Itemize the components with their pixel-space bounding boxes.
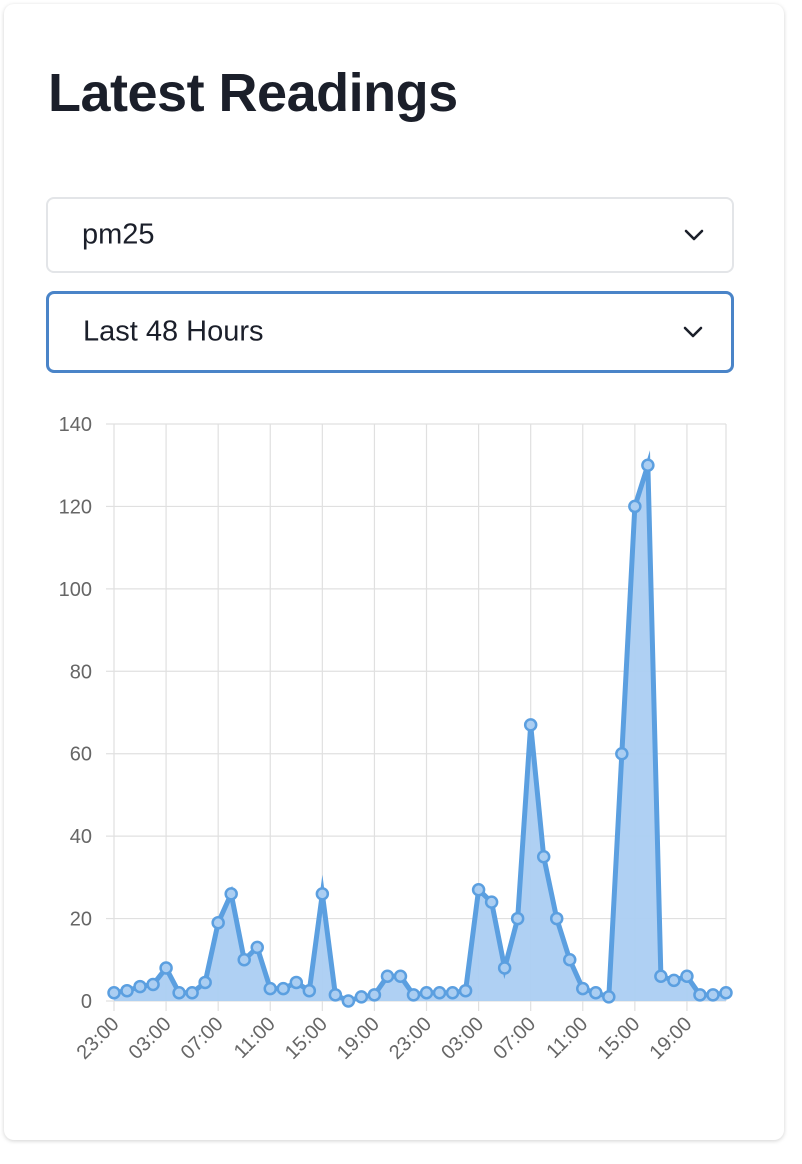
data-point [693, 988, 707, 1002]
x-tick-label: 19:00 [333, 1013, 384, 1064]
data-point [471, 882, 486, 897]
x-tick-label: 23:00 [73, 1013, 124, 1064]
metric-select-value: pm25 [82, 218, 155, 251]
x-tick-label: 23:00 [385, 1013, 436, 1064]
data-point [510, 911, 525, 926]
data-point [107, 986, 121, 1000]
data-point [615, 746, 629, 761]
data-point [602, 990, 616, 1004]
data-point [367, 988, 382, 1002]
data-point [198, 975, 212, 990]
y-tick-label: 80 [70, 661, 92, 683]
chevron-down-icon [683, 326, 703, 338]
data-point [289, 975, 304, 990]
latest-readings-card: Latest Readings pm25 Last 48 Hours [4, 4, 784, 1140]
data-point [224, 887, 238, 901]
data-point [641, 458, 655, 472]
data-point [432, 986, 447, 1000]
x-tick-label: 15:00 [593, 1013, 644, 1064]
data-point [393, 969, 408, 984]
data-point [120, 983, 134, 998]
data-point [562, 953, 577, 967]
x-tick-label: 07:00 [177, 1013, 228, 1064]
x-tick-label: 15:00 [281, 1013, 332, 1064]
data-point [719, 986, 733, 1000]
data-point [680, 969, 694, 984]
y-tick-label: 0 [81, 991, 92, 1013]
data-point [159, 961, 173, 975]
data-point [302, 983, 317, 998]
y-tick-label: 20 [70, 909, 92, 931]
data-point [133, 979, 147, 994]
y-tick-label: 140 [59, 414, 92, 436]
data-point [185, 986, 199, 1000]
chevron-down-icon [684, 229, 704, 241]
data-point [250, 940, 264, 955]
y-tick-label: 100 [59, 579, 92, 601]
data-point [354, 990, 369, 1004]
x-tick-label: 11:00 [230, 1013, 280, 1063]
data-point [458, 983, 473, 998]
metric-select[interactable]: pm25 [46, 197, 734, 273]
x-tick-label: 07:00 [489, 1013, 540, 1064]
data-point [589, 986, 603, 1000]
data-point [576, 981, 590, 996]
x-tick-label: 11:00 [542, 1013, 592, 1063]
data-point [211, 915, 225, 930]
data-point [628, 499, 642, 514]
card-title: Latest Readings [48, 63, 458, 123]
data-point [445, 986, 460, 1000]
data-point [276, 981, 291, 996]
data-point [523, 718, 538, 732]
time-range-select[interactable]: Last 48 Hours [46, 291, 734, 373]
data-point [706, 988, 720, 1002]
data-point [419, 986, 434, 1000]
data-point [315, 887, 330, 901]
data-point [536, 850, 551, 864]
x-tick-label: 03:00 [437, 1013, 488, 1064]
x-tick-label: 19:00 [646, 1013, 697, 1064]
data-point [172, 986, 186, 1000]
data-point [146, 977, 160, 992]
x-tick-label: 03:00 [125, 1013, 176, 1064]
data-point [263, 981, 278, 996]
data-point [380, 969, 395, 984]
y-tick-label: 40 [70, 826, 92, 848]
data-point [667, 973, 681, 988]
data-point [497, 961, 512, 975]
data-point [341, 994, 356, 1008]
time-range-select-value: Last 48 Hours [83, 315, 264, 348]
y-tick-label: 120 [59, 496, 92, 518]
data-point [654, 969, 668, 984]
data-point [237, 953, 251, 967]
y-tick-label: 60 [70, 744, 92, 766]
data-point [328, 988, 343, 1002]
data-point [484, 895, 499, 909]
data-point [406, 988, 421, 1002]
data-point [549, 911, 564, 926]
